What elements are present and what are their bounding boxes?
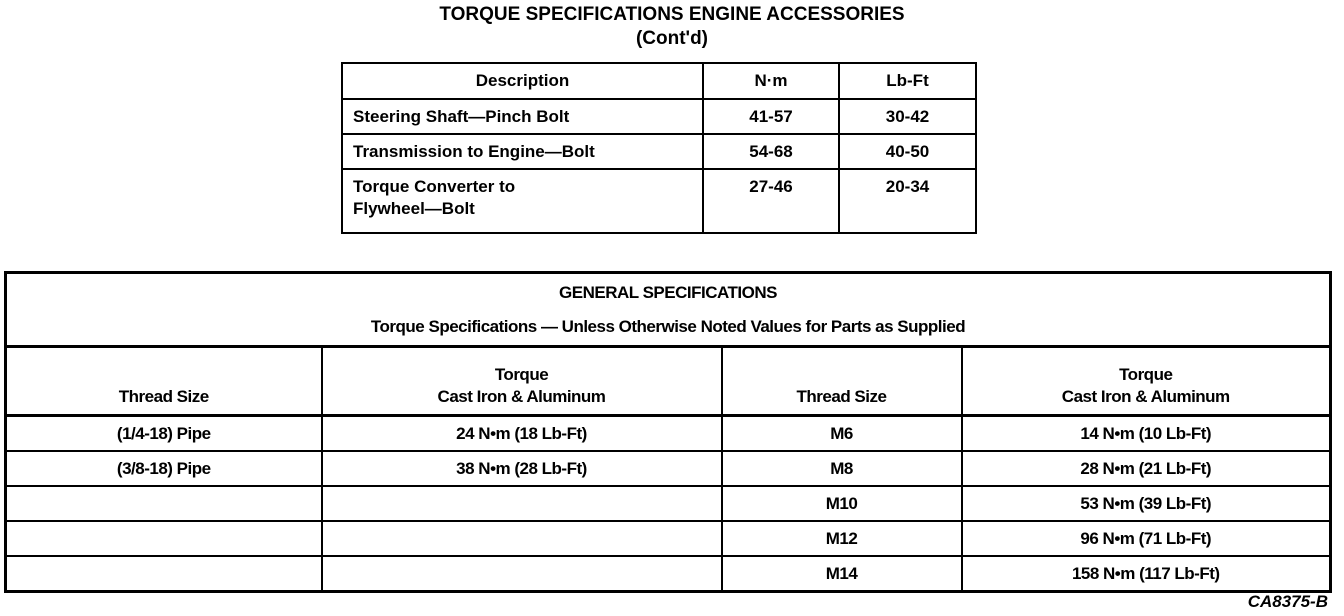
thread-cell: (1/4-18) Pipe bbox=[4, 414, 323, 452]
accessories-table: Description N·m Lb-Ft Steering Shaft—Pin… bbox=[341, 62, 977, 234]
table-row: M10 53 N•m (39 Lb-Ft) bbox=[4, 485, 1332, 522]
thread-cell: M12 bbox=[720, 520, 963, 557]
table-row: M12 96 N•m (71 Lb-Ft) bbox=[4, 520, 1332, 557]
header-torque: Torque Cast Iron & Aluminum bbox=[960, 345, 1332, 417]
nm-cell: 41-57 bbox=[702, 98, 840, 135]
page-title: TORQUE SPECIFICATIONS ENGINE ACCESSORIES bbox=[439, 4, 905, 25]
torque-cell: 96 N•m (71 Lb-Ft) bbox=[960, 520, 1332, 557]
lbft-cell: 30-42 bbox=[838, 98, 977, 135]
thread-cell bbox=[4, 485, 323, 522]
general-subtitle: Torque Specifications — Unless Otherwise… bbox=[370, 316, 966, 336]
table-row: Transmission to Engine—Bolt 54-68 40-50 bbox=[341, 133, 977, 170]
table-row: M14 158 N•m (117 Lb-Ft) bbox=[4, 555, 1332, 593]
nm-cell: 54-68 bbox=[702, 133, 840, 170]
torque-cell: 14 N•m (10 Lb-Ft) bbox=[960, 414, 1332, 452]
table-header: Description N·m Lb-Ft bbox=[341, 62, 977, 100]
thread-cell: M14 bbox=[720, 555, 963, 593]
table-header: Thread Size Torque Cast Iron & Aluminum T… bbox=[4, 345, 1332, 417]
torque-cell bbox=[320, 555, 723, 593]
header-torque-line2: Cast Iron & Aluminum bbox=[437, 387, 606, 406]
table-row: (1/4-18) Pipe 24 N•m (18 Lb-Ft) M6 14 N•m (… bbox=[4, 414, 1332, 452]
page-subtitle: (Cont'd) bbox=[635, 28, 709, 49]
torque-cell: 38 N•m (28 Lb-Ft) bbox=[320, 450, 723, 487]
table-row: Torque Converter to Flywheel—Bolt 27-46 … bbox=[341, 168, 977, 234]
header-description: Description bbox=[341, 62, 704, 100]
lbft-cell: 20-34 bbox=[838, 168, 977, 234]
figure-code: CA8375-B bbox=[1247, 592, 1328, 611]
header-nm: N·m bbox=[702, 62, 840, 100]
thread-cell bbox=[4, 520, 323, 557]
torque-cell: 53 N•m (39 Lb-Ft) bbox=[960, 485, 1332, 522]
header-lbft: Lb-Ft bbox=[838, 62, 977, 100]
torque-cell bbox=[320, 485, 723, 522]
header-thread-size: Thread Size bbox=[720, 345, 963, 417]
lbft-cell: 40-50 bbox=[838, 133, 977, 170]
thread-cell: M10 bbox=[720, 485, 963, 522]
description-cell: Torque Converter to Flywheel—Bolt bbox=[341, 168, 704, 234]
table-row: (3/8-18) Pipe 38 N•m (28 Lb-Ft) M8 28 N•m (… bbox=[4, 450, 1332, 487]
thread-cell: (3/8-18) Pipe bbox=[4, 450, 323, 487]
description-cell: Transmission to Engine—Bolt bbox=[341, 133, 704, 170]
nm-cell: 27-46 bbox=[702, 168, 840, 234]
header-torque-line1: Torque bbox=[1119, 365, 1173, 384]
thread-cell bbox=[4, 555, 323, 593]
header-torque-line1: Torque bbox=[494, 365, 549, 384]
description-cell: Steering Shaft—Pinch Bolt bbox=[341, 98, 704, 135]
general-title: GENERAL SPECIFICATIONS bbox=[559, 282, 777, 302]
header-torque: Torque Cast Iron & Aluminum bbox=[320, 345, 723, 417]
general-specifications-table: GENERAL SPECIFICATIONS Torque Specificat… bbox=[4, 271, 1332, 593]
thread-cell: M8 bbox=[720, 450, 963, 487]
header-thread-size: Thread Size bbox=[4, 345, 323, 417]
torque-cell: 28 N•m (21 Lb-Ft) bbox=[960, 450, 1332, 487]
torque-cell: 158 N•m (117 Lb-Ft) bbox=[960, 555, 1332, 593]
table-row: Steering Shaft—Pinch Bolt 41-57 30-42 bbox=[341, 98, 977, 135]
torque-cell bbox=[320, 520, 723, 557]
header-torque-line2: Cast Iron & Aluminum bbox=[1061, 387, 1230, 406]
thread-cell: M6 bbox=[720, 414, 963, 452]
torque-cell: 24 N•m (18 Lb-Ft) bbox=[320, 414, 723, 452]
general-title-cell: GENERAL SPECIFICATIONS Torque Specificat… bbox=[4, 271, 1332, 348]
